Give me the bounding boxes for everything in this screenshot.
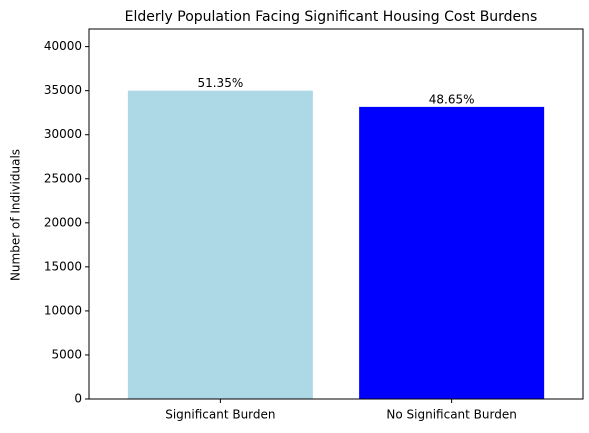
bar [359,106,545,399]
y-tick-label: 25000 [44,171,82,185]
y-tick-label: 10000 [44,303,82,317]
bar [127,90,313,400]
y-tick-label: 0 [74,392,82,406]
y-tick-label: 20000 [44,215,82,229]
chart-title: Elderly Population Facing Significant Ho… [125,9,538,25]
y-tick-label: 5000 [51,347,82,361]
y-axis-label: Number of Individuals [9,149,23,281]
bar-annotation: 48.65% [429,92,475,106]
y-tick-label: 35000 [44,83,82,97]
x-tick-label: Significant Burden [165,408,275,422]
y-tick-label: 15000 [44,259,82,273]
plot-frame [88,28,584,400]
y-tick-label: 30000 [44,127,82,141]
x-tick-label: No Significant Burden [386,408,516,422]
y-tick-label: 40000 [44,39,82,53]
bar-annotation: 51.35% [197,76,243,90]
